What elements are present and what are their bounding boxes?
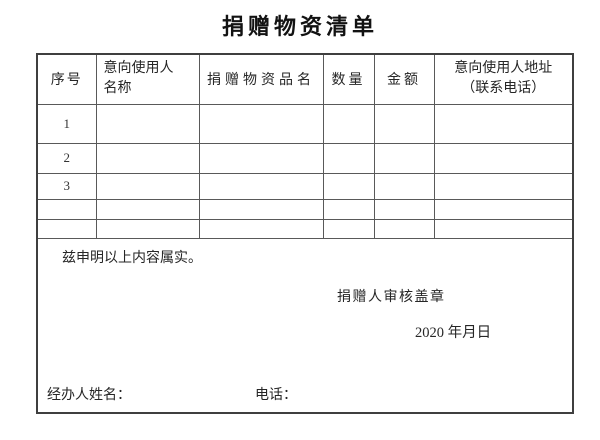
cell-item-name	[198, 103, 324, 144]
cell-user-name	[95, 172, 200, 200]
cell-row-index	[36, 198, 97, 220]
table-row	[36, 198, 574, 220]
cell-quantity	[322, 218, 375, 239]
donation-items-table: 序号 意向使用人 名称 捐赠物资品名 数量 金额 意向使用人地址 （联系电话） …	[36, 53, 574, 414]
table-row: 3	[36, 172, 574, 200]
handler-line: 经办人姓名： 电话：	[38, 387, 572, 405]
cell-quantity	[322, 142, 375, 174]
table-footer-row: 兹申明以上内容属实。 捐赠人审核盖章 2020 年月日 经办人姓名： 电话：	[36, 237, 574, 414]
cell-row-index: 2	[36, 142, 97, 174]
cell-quantity	[322, 172, 375, 200]
cell-row-index: 3	[36, 172, 97, 200]
cell-row-index: 1	[36, 103, 97, 144]
cell-user-name	[95, 103, 200, 144]
col-header-item-name: 捐赠物资品名	[198, 53, 324, 105]
table-row: 2	[36, 142, 574, 174]
cell-address	[433, 172, 574, 200]
col-header-index: 序号	[36, 53, 97, 105]
cell-amount	[373, 172, 435, 200]
cell-quantity	[322, 103, 375, 144]
cell-address	[433, 142, 574, 174]
table-row: 1	[36, 103, 574, 144]
cell-amount	[373, 142, 435, 174]
cell-address	[433, 198, 574, 220]
table-header-row: 序号 意向使用人 名称 捐赠物资品名 数量 金额 意向使用人地址 （联系电话）	[36, 53, 574, 105]
col-header-address: 意向使用人地址 （联系电话）	[433, 53, 574, 105]
date-line: 2020 年月日	[415, 324, 492, 341]
cell-address	[433, 218, 574, 239]
cell-amount	[373, 198, 435, 220]
cell-amount	[373, 103, 435, 144]
col-header-amount: 金额	[373, 53, 435, 105]
cell-quantity	[322, 198, 375, 220]
cell-user-name	[95, 198, 200, 220]
cell-row-index	[36, 218, 97, 239]
cell-user-name	[95, 142, 200, 174]
page-title: 捐赠物资清单	[221, 14, 378, 39]
declaration-cell: 兹申明以上内容属实。 捐赠人审核盖章 2020 年月日 经办人姓名： 电话：	[36, 237, 574, 414]
donor-seal-label: 捐赠人审核盖章	[337, 289, 446, 305]
phone-label: 电话：	[255, 387, 297, 403]
cell-address	[433, 103, 574, 144]
cell-item-name	[198, 142, 324, 174]
table-row	[36, 218, 574, 239]
handler-name-label: 经办人姓名：	[47, 387, 131, 403]
cell-item-name	[198, 198, 324, 220]
cell-amount	[373, 218, 435, 239]
cell-item-name	[198, 172, 324, 200]
col-header-user-name: 意向使用人 名称	[95, 53, 200, 105]
col-header-quantity: 数量	[322, 53, 375, 105]
cell-item-name	[198, 218, 324, 239]
cell-user-name	[95, 218, 200, 239]
declaration-text: 兹申明以上内容属实。	[62, 250, 202, 266]
